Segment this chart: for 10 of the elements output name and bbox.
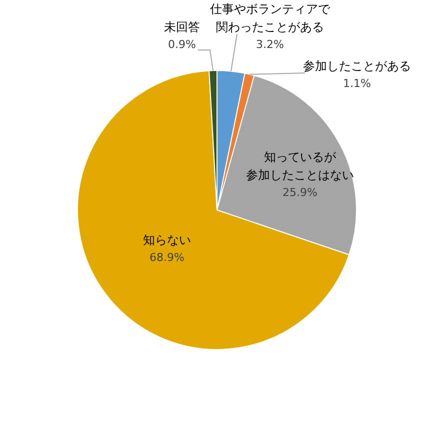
data-label: 1.1% [343,76,371,90]
data-label: 25.9% [282,186,318,199]
slice-label: 参加したことがある [303,59,411,74]
slice-label: 仕事やボランティアで関わったことがある [209,2,331,34]
data-label: 3.2% [256,38,284,51]
slice-label: 未回答 [164,20,200,34]
slice-label: 知っているが参加したことはない [246,150,354,182]
data-label: 0.9% [168,38,196,51]
slice-label: 知らない [143,233,191,248]
data-label: 68.9% [150,250,184,264]
